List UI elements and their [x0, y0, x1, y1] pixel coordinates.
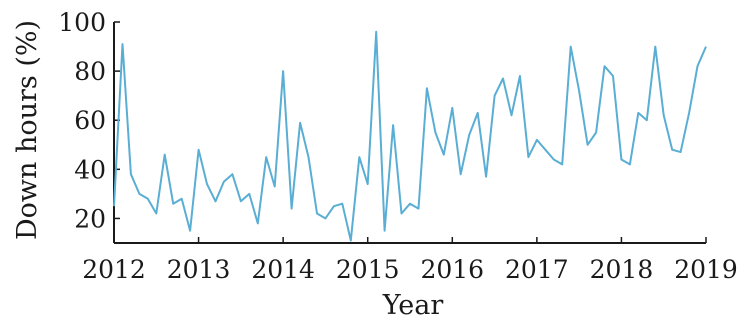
- x-tick-label: 2018: [590, 255, 654, 284]
- x-tick-label: 2012: [82, 255, 146, 284]
- x-tick-label: 2014: [251, 255, 315, 284]
- y-tick-label: 40: [74, 155, 106, 184]
- y-tick-label: 100: [58, 8, 106, 37]
- y-tick-label: 60: [74, 106, 106, 135]
- x-axis-title: Year: [382, 290, 444, 320]
- x-tick-label: 2016: [420, 255, 484, 284]
- x-tick-label: 2019: [674, 255, 738, 284]
- axes: [113, 22, 706, 244]
- x-tick-label: 2013: [167, 255, 231, 284]
- series-line: [113, 30, 707, 242]
- x-tick-label: 2015: [336, 255, 400, 284]
- y-tick-label: 80: [74, 57, 106, 86]
- x-tick-label: 2017: [505, 255, 569, 284]
- y-axis-title: Down hours (%): [12, 20, 43, 240]
- y-tick-label: 20: [74, 204, 106, 233]
- x-ticks: 2012 2013 2014 2015 2016 2017 2018 2019: [82, 237, 738, 284]
- y-ticks: 20 40 60 80 100: [58, 8, 120, 233]
